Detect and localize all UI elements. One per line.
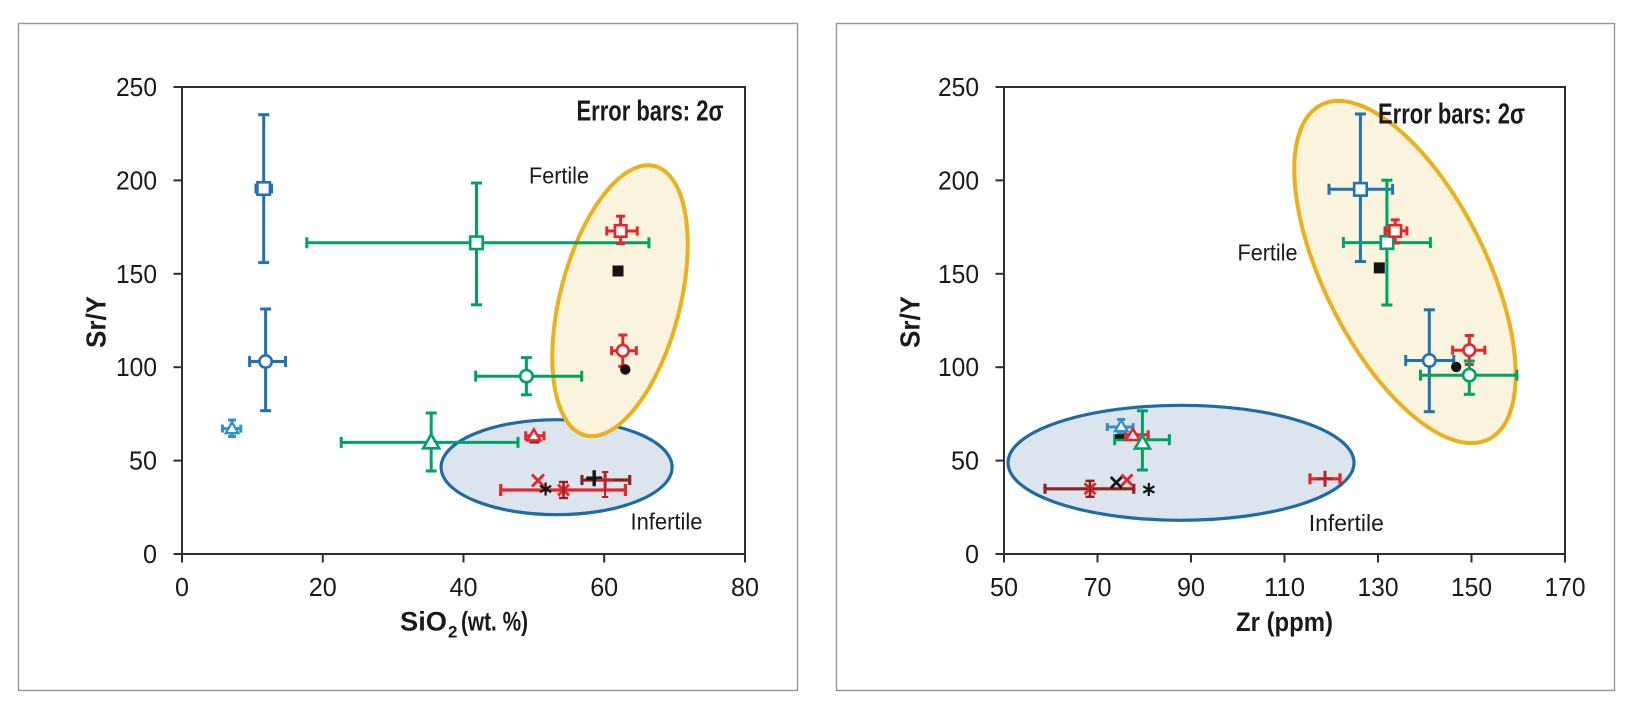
svg-text:100: 100: [116, 352, 157, 382]
svg-text:150: 150: [1451, 572, 1492, 602]
svg-text:150: 150: [116, 259, 157, 289]
svg-text:0: 0: [143, 539, 157, 569]
svg-text:200: 200: [116, 165, 157, 195]
svg-text:90: 90: [1177, 572, 1205, 602]
svg-text:80: 80: [731, 572, 759, 602]
svg-text:110: 110: [1264, 572, 1305, 602]
svg-text:150: 150: [938, 259, 979, 289]
svg-text:Fertile: Fertile: [529, 163, 589, 189]
svg-text:Zr (ppm): Zr (ppm): [1236, 607, 1333, 637]
svg-text:0: 0: [175, 572, 189, 602]
svg-text:200: 200: [938, 165, 979, 195]
svg-text:(wt. %): (wt. %): [461, 607, 528, 637]
svg-text:Infertile: Infertile: [631, 509, 703, 535]
svg-text:100: 100: [938, 352, 979, 382]
svg-text:Infertile: Infertile: [1309, 510, 1384, 536]
svg-text:60: 60: [590, 572, 618, 602]
svg-text:50: 50: [951, 446, 979, 476]
svg-text:40: 40: [450, 572, 478, 602]
svg-text:2: 2: [448, 623, 457, 642]
svg-text:Fertile: Fertile: [1238, 240, 1298, 266]
svg-text:70: 70: [1084, 572, 1112, 602]
svg-text:Sr/Y: Sr/Y: [81, 296, 112, 348]
svg-text:Sr/Y: Sr/Y: [895, 296, 926, 348]
svg-text:170: 170: [1545, 572, 1586, 602]
svg-text:20: 20: [309, 572, 337, 602]
svg-text:250: 250: [938, 72, 979, 102]
svg-text:0: 0: [965, 539, 979, 569]
svg-text:SiO: SiO: [400, 607, 447, 637]
svg-text:50: 50: [129, 446, 157, 476]
svg-text:130: 130: [1358, 572, 1399, 602]
svg-text:Error bars: 2σ: Error bars: 2σ: [577, 96, 724, 128]
svg-text:250: 250: [116, 72, 157, 102]
svg-text:50: 50: [990, 572, 1018, 602]
svg-text:Error bars: 2σ: Error bars: 2σ: [1378, 99, 1525, 131]
